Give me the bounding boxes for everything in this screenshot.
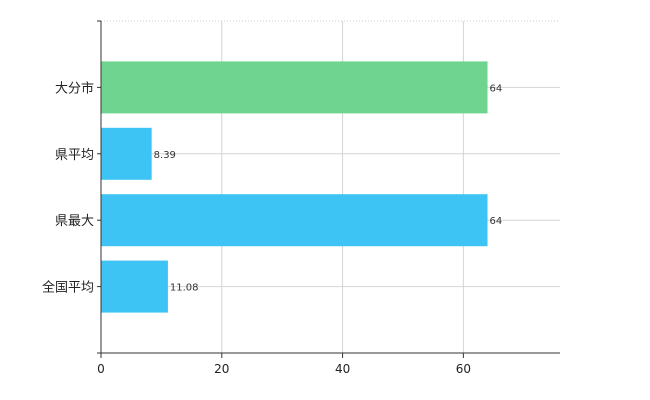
- x-tick-label-2: 40: [335, 362, 350, 376]
- category-label-3: 全国平均: [42, 280, 94, 296]
- bar-3: [101, 260, 168, 313]
- data-label-1: 8.39: [154, 150, 176, 161]
- data-label-3: 11.08: [170, 283, 199, 294]
- bar-2: [101, 194, 488, 247]
- data-label-2: 64: [490, 216, 503, 227]
- category-label-2: 県最大: [55, 214, 94, 229]
- x-tick-label-0: 0: [97, 362, 105, 376]
- x-tick-label-3: 60: [456, 362, 471, 376]
- x-tick-label-1: 20: [214, 362, 229, 376]
- category-label-0: 大分市: [55, 80, 94, 96]
- data-label-0: 64: [490, 83, 503, 94]
- labels-group: 64 大分市 8.39 県平均 64 県最大 11.08 全国平均 0 20 40 60: [42, 80, 502, 376]
- bars-group: [101, 61, 488, 313]
- bar-1: [101, 127, 152, 180]
- category-label-1: 県平均: [55, 148, 94, 163]
- bar-0: [101, 61, 488, 114]
- axes-group: [97, 20, 560, 358]
